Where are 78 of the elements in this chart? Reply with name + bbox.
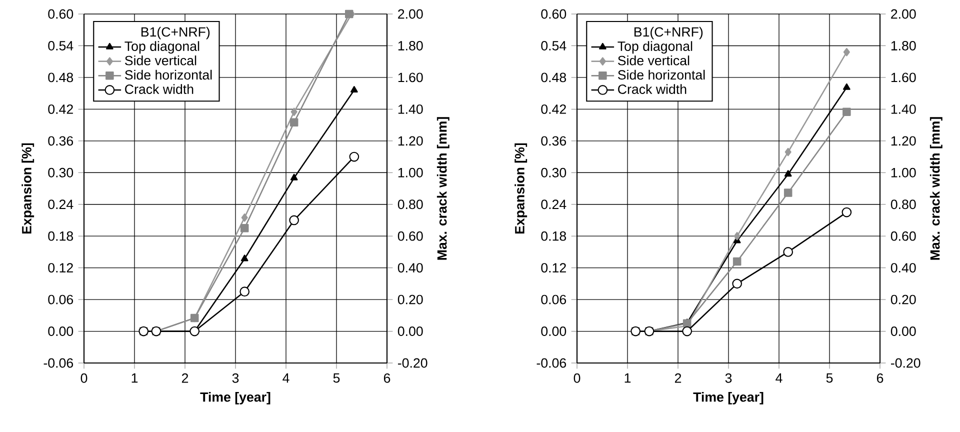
y-tick-label: 0.36 <box>541 136 566 146</box>
y-tick-label: 0.60 <box>48 9 74 19</box>
y2-tick-label: -0.20 <box>890 358 920 368</box>
y2-tick-label: 0.20 <box>890 294 916 304</box>
y2-tick-label: 0.00 <box>890 326 916 336</box>
y-axis-title: Expansion [%] <box>514 143 528 234</box>
x-tick-label: 2 <box>182 373 188 383</box>
y-tick-label: 0.12 <box>541 263 566 273</box>
y2-axis-title: Max. crack width [mm] <box>930 117 942 260</box>
y2-tick-label: 0.60 <box>890 231 916 241</box>
y-tick-label: -0.06 <box>536 358 566 368</box>
y2-tick-label: 2.00 <box>398 9 423 19</box>
x-axis-title: Time [year] <box>693 392 764 404</box>
y2-tick-label: 0.40 <box>890 263 916 273</box>
y-tick-label: 0.18 <box>48 231 74 241</box>
x-tick-label: 3 <box>232 373 239 383</box>
x-tick-label: 6 <box>876 373 884 383</box>
y2-tick-label: 0.40 <box>398 263 423 273</box>
y2-tick-label: 0.80 <box>398 200 423 210</box>
x-tick-label: 0 <box>574 373 580 383</box>
y2-tick-label: 1.60 <box>891 72 916 82</box>
y2-tick-label: 0.80 <box>890 200 916 210</box>
y2-tick-label: 1.20 <box>891 136 916 146</box>
y2-tick-label: 1.00 <box>398 168 423 178</box>
y2-tick-label: -0.20 <box>398 358 428 368</box>
x-tick-label: 3 <box>725 373 732 383</box>
y-tick-label: 0.12 <box>48 263 73 273</box>
y-tick-label: 0.06 <box>48 294 74 304</box>
legend-label: Crack width <box>618 84 686 94</box>
y-tick-label: 0.30 <box>541 168 566 178</box>
y-tick-label: 0.36 <box>48 136 74 146</box>
y2-tick-label: 1.80 <box>891 41 916 50</box>
x-tick-label: 1 <box>624 373 631 383</box>
y2-axis-title: Max. crack width [mm] <box>436 117 450 260</box>
x-tick-label: 0 <box>80 373 88 383</box>
y-tick-label: 0.54 <box>48 41 74 50</box>
legend-label: Top diagonal <box>124 41 200 54</box>
y2-tick-label: 0.20 <box>398 294 423 304</box>
x-tick-label: 5 <box>333 373 340 383</box>
y-tick-label: 0.18 <box>541 231 566 241</box>
y2-tick-label: 0.60 <box>398 231 423 241</box>
y-tick-label: -0.06 <box>44 358 74 368</box>
legend-title: B1(C+NRF) <box>634 26 703 40</box>
y2-tick-label: 1.40 <box>891 104 916 114</box>
y-tick-label: 0.06 <box>541 294 566 304</box>
x-tick-label: 4 <box>282 373 290 383</box>
y-tick-label: 0.60 <box>541 9 566 19</box>
y-tick-label: 0.24 <box>48 200 74 210</box>
y2-tick-label: 1.60 <box>398 72 423 82</box>
y-tick-label: 0.48 <box>541 72 566 82</box>
legend-label: Side vertical <box>124 56 196 66</box>
x-tick-label: 6 <box>384 373 390 383</box>
y-tick-label: 0.42 <box>48 104 73 114</box>
x-tick-label: 1 <box>132 373 138 383</box>
legend-label: Top diagonal <box>618 41 692 54</box>
y-tick-label: 0.24 <box>541 200 566 210</box>
y2-tick-label: 1.00 <box>891 168 916 178</box>
legend-label: Side horizontal <box>618 70 705 80</box>
y2-tick-label: 1.80 <box>398 41 423 50</box>
y-axis-title: Expansion [%] <box>22 143 34 234</box>
x-axis-title: Time [year] <box>200 392 270 404</box>
y-tick-label: 0.48 <box>48 72 74 82</box>
legend-label: Side horizontal <box>124 70 212 80</box>
y2-tick-label: 1.40 <box>398 104 423 114</box>
legend-label: Side vertical <box>618 56 690 66</box>
y-tick-label: 0.00 <box>541 326 566 336</box>
y-tick-label: 0.30 <box>48 168 74 178</box>
y2-tick-label: 2.00 <box>891 9 916 19</box>
y2-tick-label: 0.00 <box>398 326 423 336</box>
y2-tick-label: 1.20 <box>398 136 423 146</box>
y-tick-label: 0.00 <box>48 326 74 336</box>
legend-title: B1(C+NRF) <box>141 26 210 40</box>
x-tick-label: 4 <box>776 373 782 383</box>
y-tick-label: 0.54 <box>541 41 566 50</box>
x-tick-label: 2 <box>674 373 682 383</box>
legend-label: Crack width <box>125 84 194 94</box>
x-tick-label: 5 <box>826 373 833 383</box>
y-tick-label: 0.42 <box>541 104 566 114</box>
